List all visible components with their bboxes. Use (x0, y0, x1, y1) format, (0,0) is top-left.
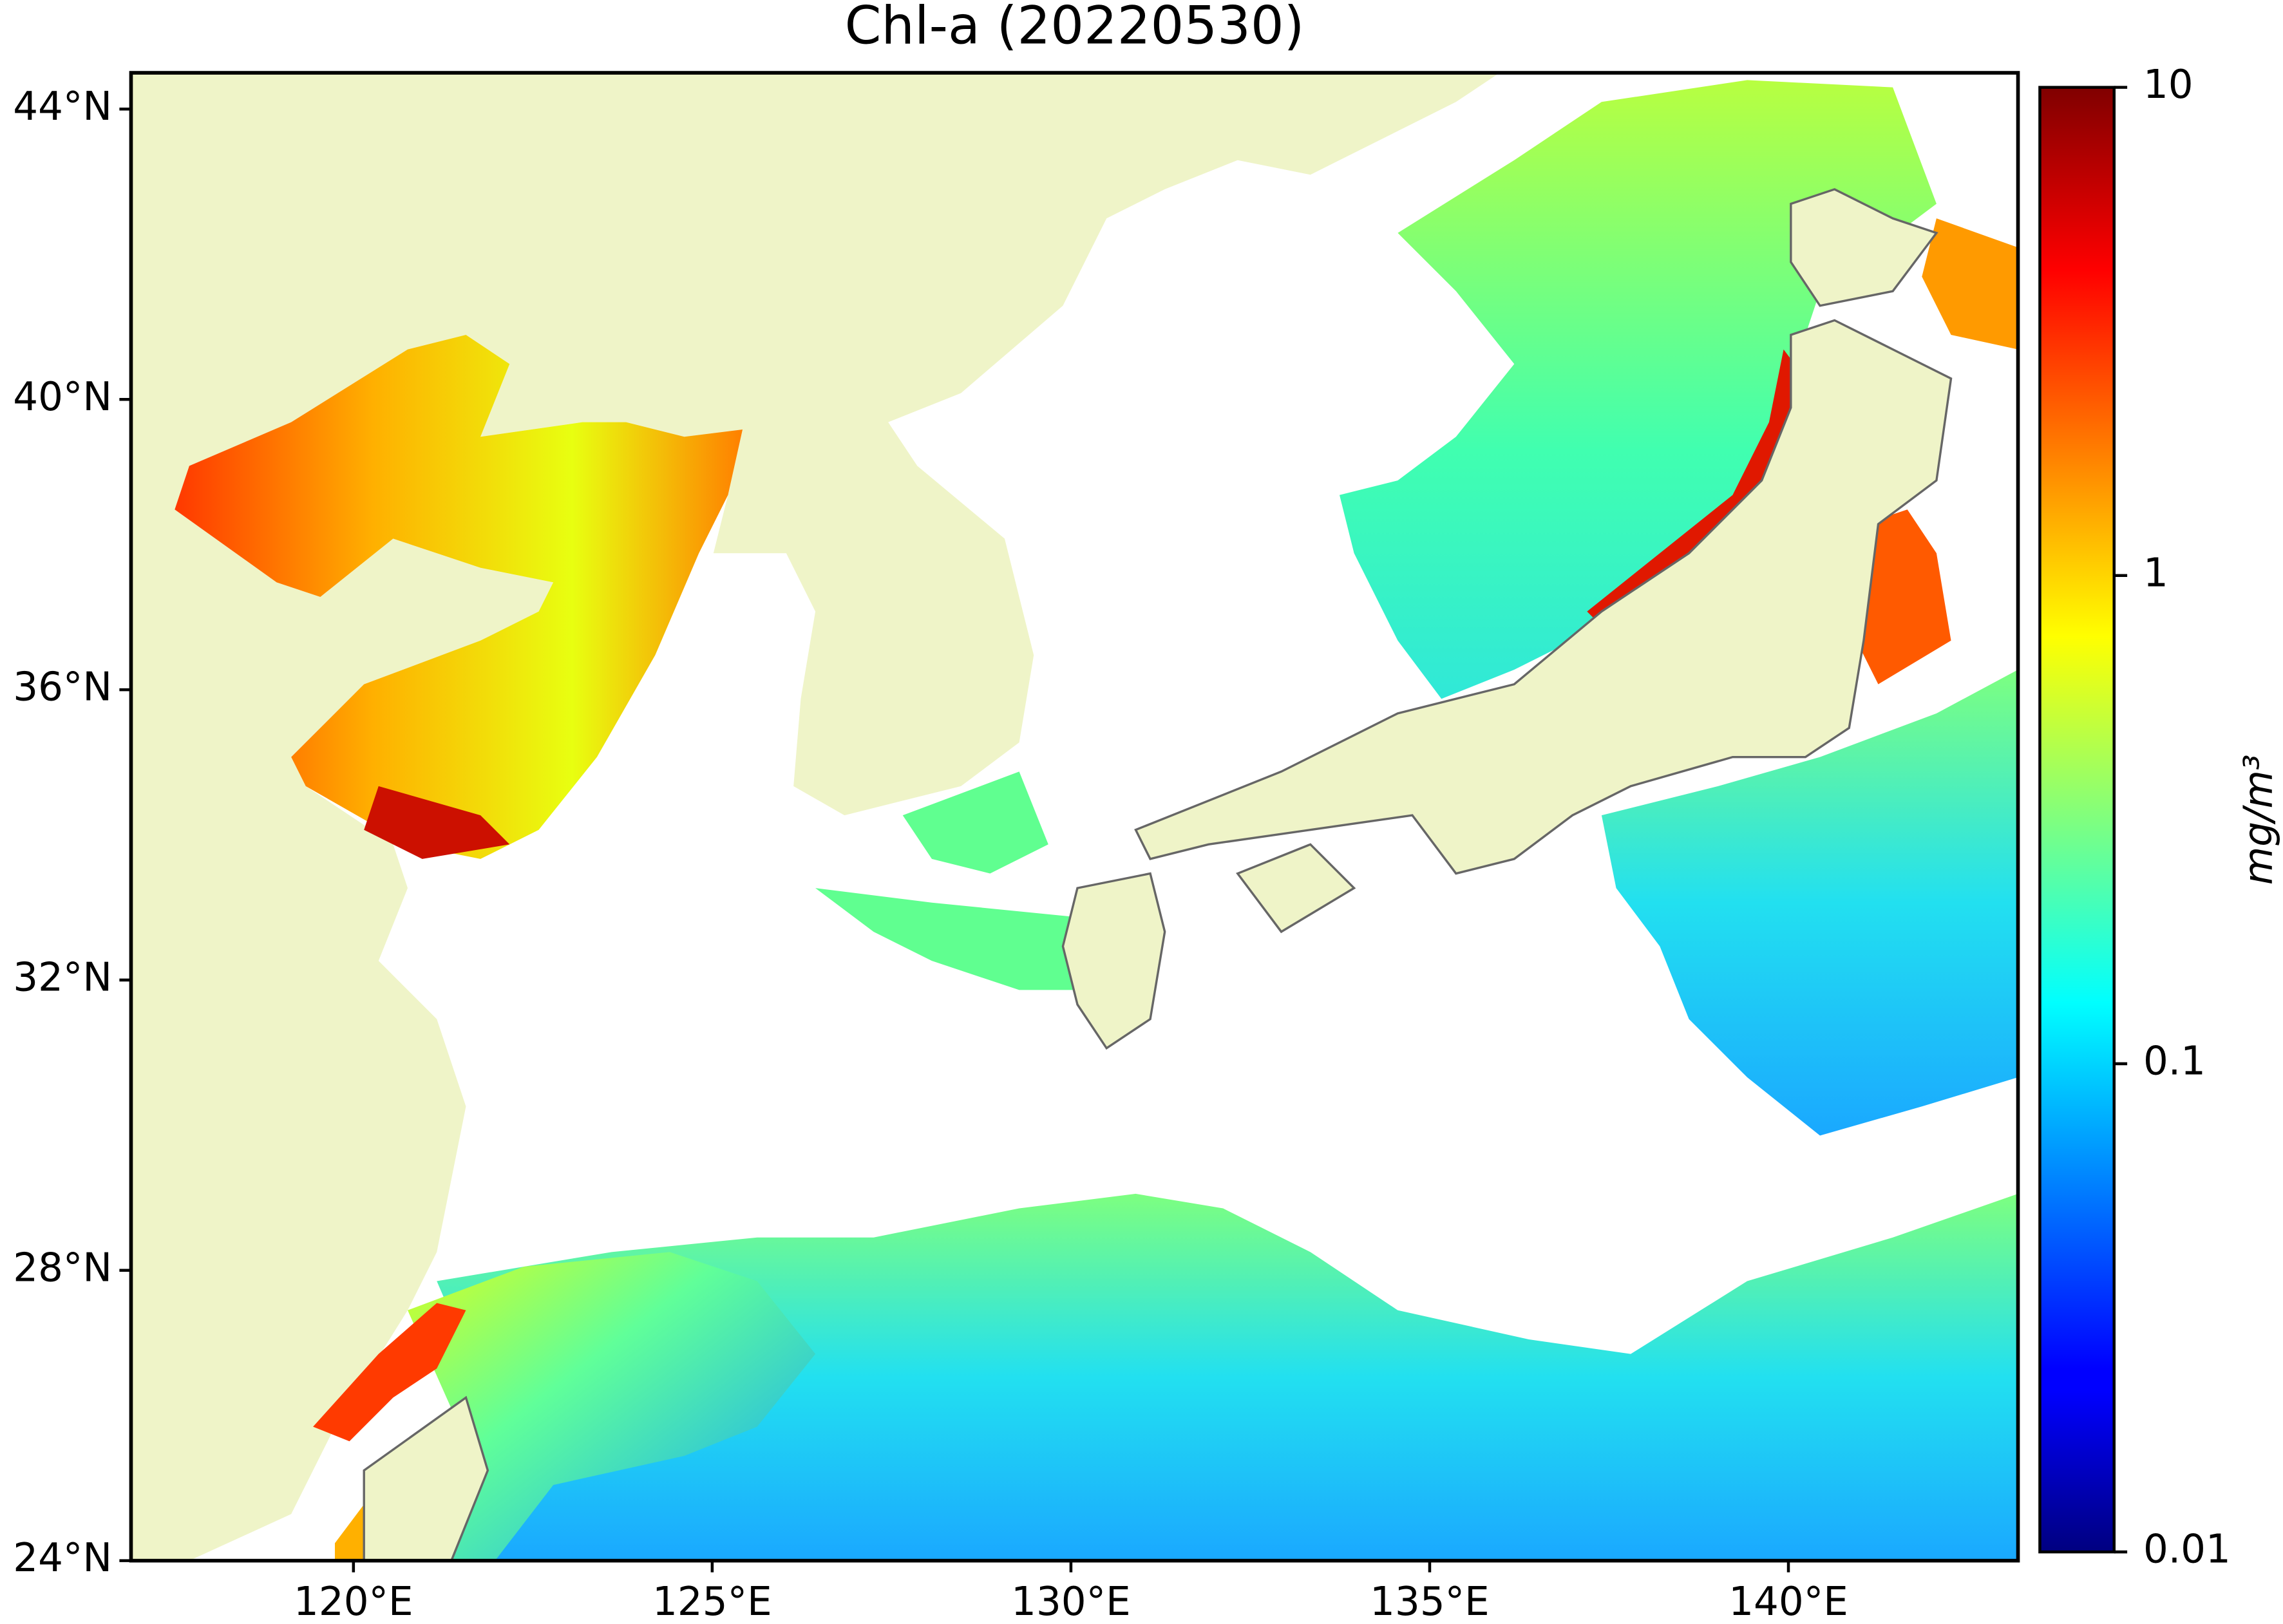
colorbar-tick-label: 0.1 (2143, 1039, 2206, 1084)
plot-frame (129, 71, 2020, 1563)
chl-patch (364, 786, 510, 859)
land-hokkaido (1790, 188, 1938, 307)
y-tick-label: 40°N (13, 374, 112, 420)
x-tick-label: 135°E (1370, 1579, 1490, 1624)
colorbar-label: mg/m³ (2236, 755, 2282, 885)
chl-patch (313, 1303, 466, 1442)
chl-patch (1339, 80, 1937, 699)
chl-patch (815, 888, 1107, 990)
x-tick-label: 125°E (652, 1579, 772, 1624)
y-tick-label: 24°N (13, 1535, 112, 1581)
y-tick-label: 44°N (13, 84, 112, 129)
colorbar-tick-label: 0.01 (2143, 1527, 2231, 1572)
chl-patch (1922, 218, 2018, 350)
colorbar-tick-label: 10 (2143, 62, 2193, 108)
y-tick-label: 32°N (13, 955, 112, 1001)
x-tick-label: 130°E (1011, 1579, 1131, 1624)
chl-patch (437, 1193, 2018, 1561)
map-area (131, 73, 2018, 1561)
x-tick-label: 120°E (294, 1579, 413, 1624)
land-taiwan (363, 1395, 489, 1561)
land-honshu (1134, 319, 1953, 875)
chl-patch (175, 335, 743, 859)
chl-patch (1587, 349, 1806, 627)
land-shikoku (1236, 843, 1356, 934)
chl-patch (408, 1252, 816, 1561)
chl-patch (902, 771, 1048, 874)
x-tick-label: 140°E (1729, 1579, 1848, 1624)
colorbar (2038, 86, 2116, 1554)
colorbar-tick-label: 1 (2143, 550, 2168, 596)
y-tick-label: 28°N (13, 1245, 112, 1290)
chl-patch (1601, 670, 2018, 1136)
chart-title: Chl-a (20220530) (845, 0, 1305, 57)
land-kyushu (1061, 872, 1166, 1050)
y-tick-label: 36°N (13, 665, 112, 710)
